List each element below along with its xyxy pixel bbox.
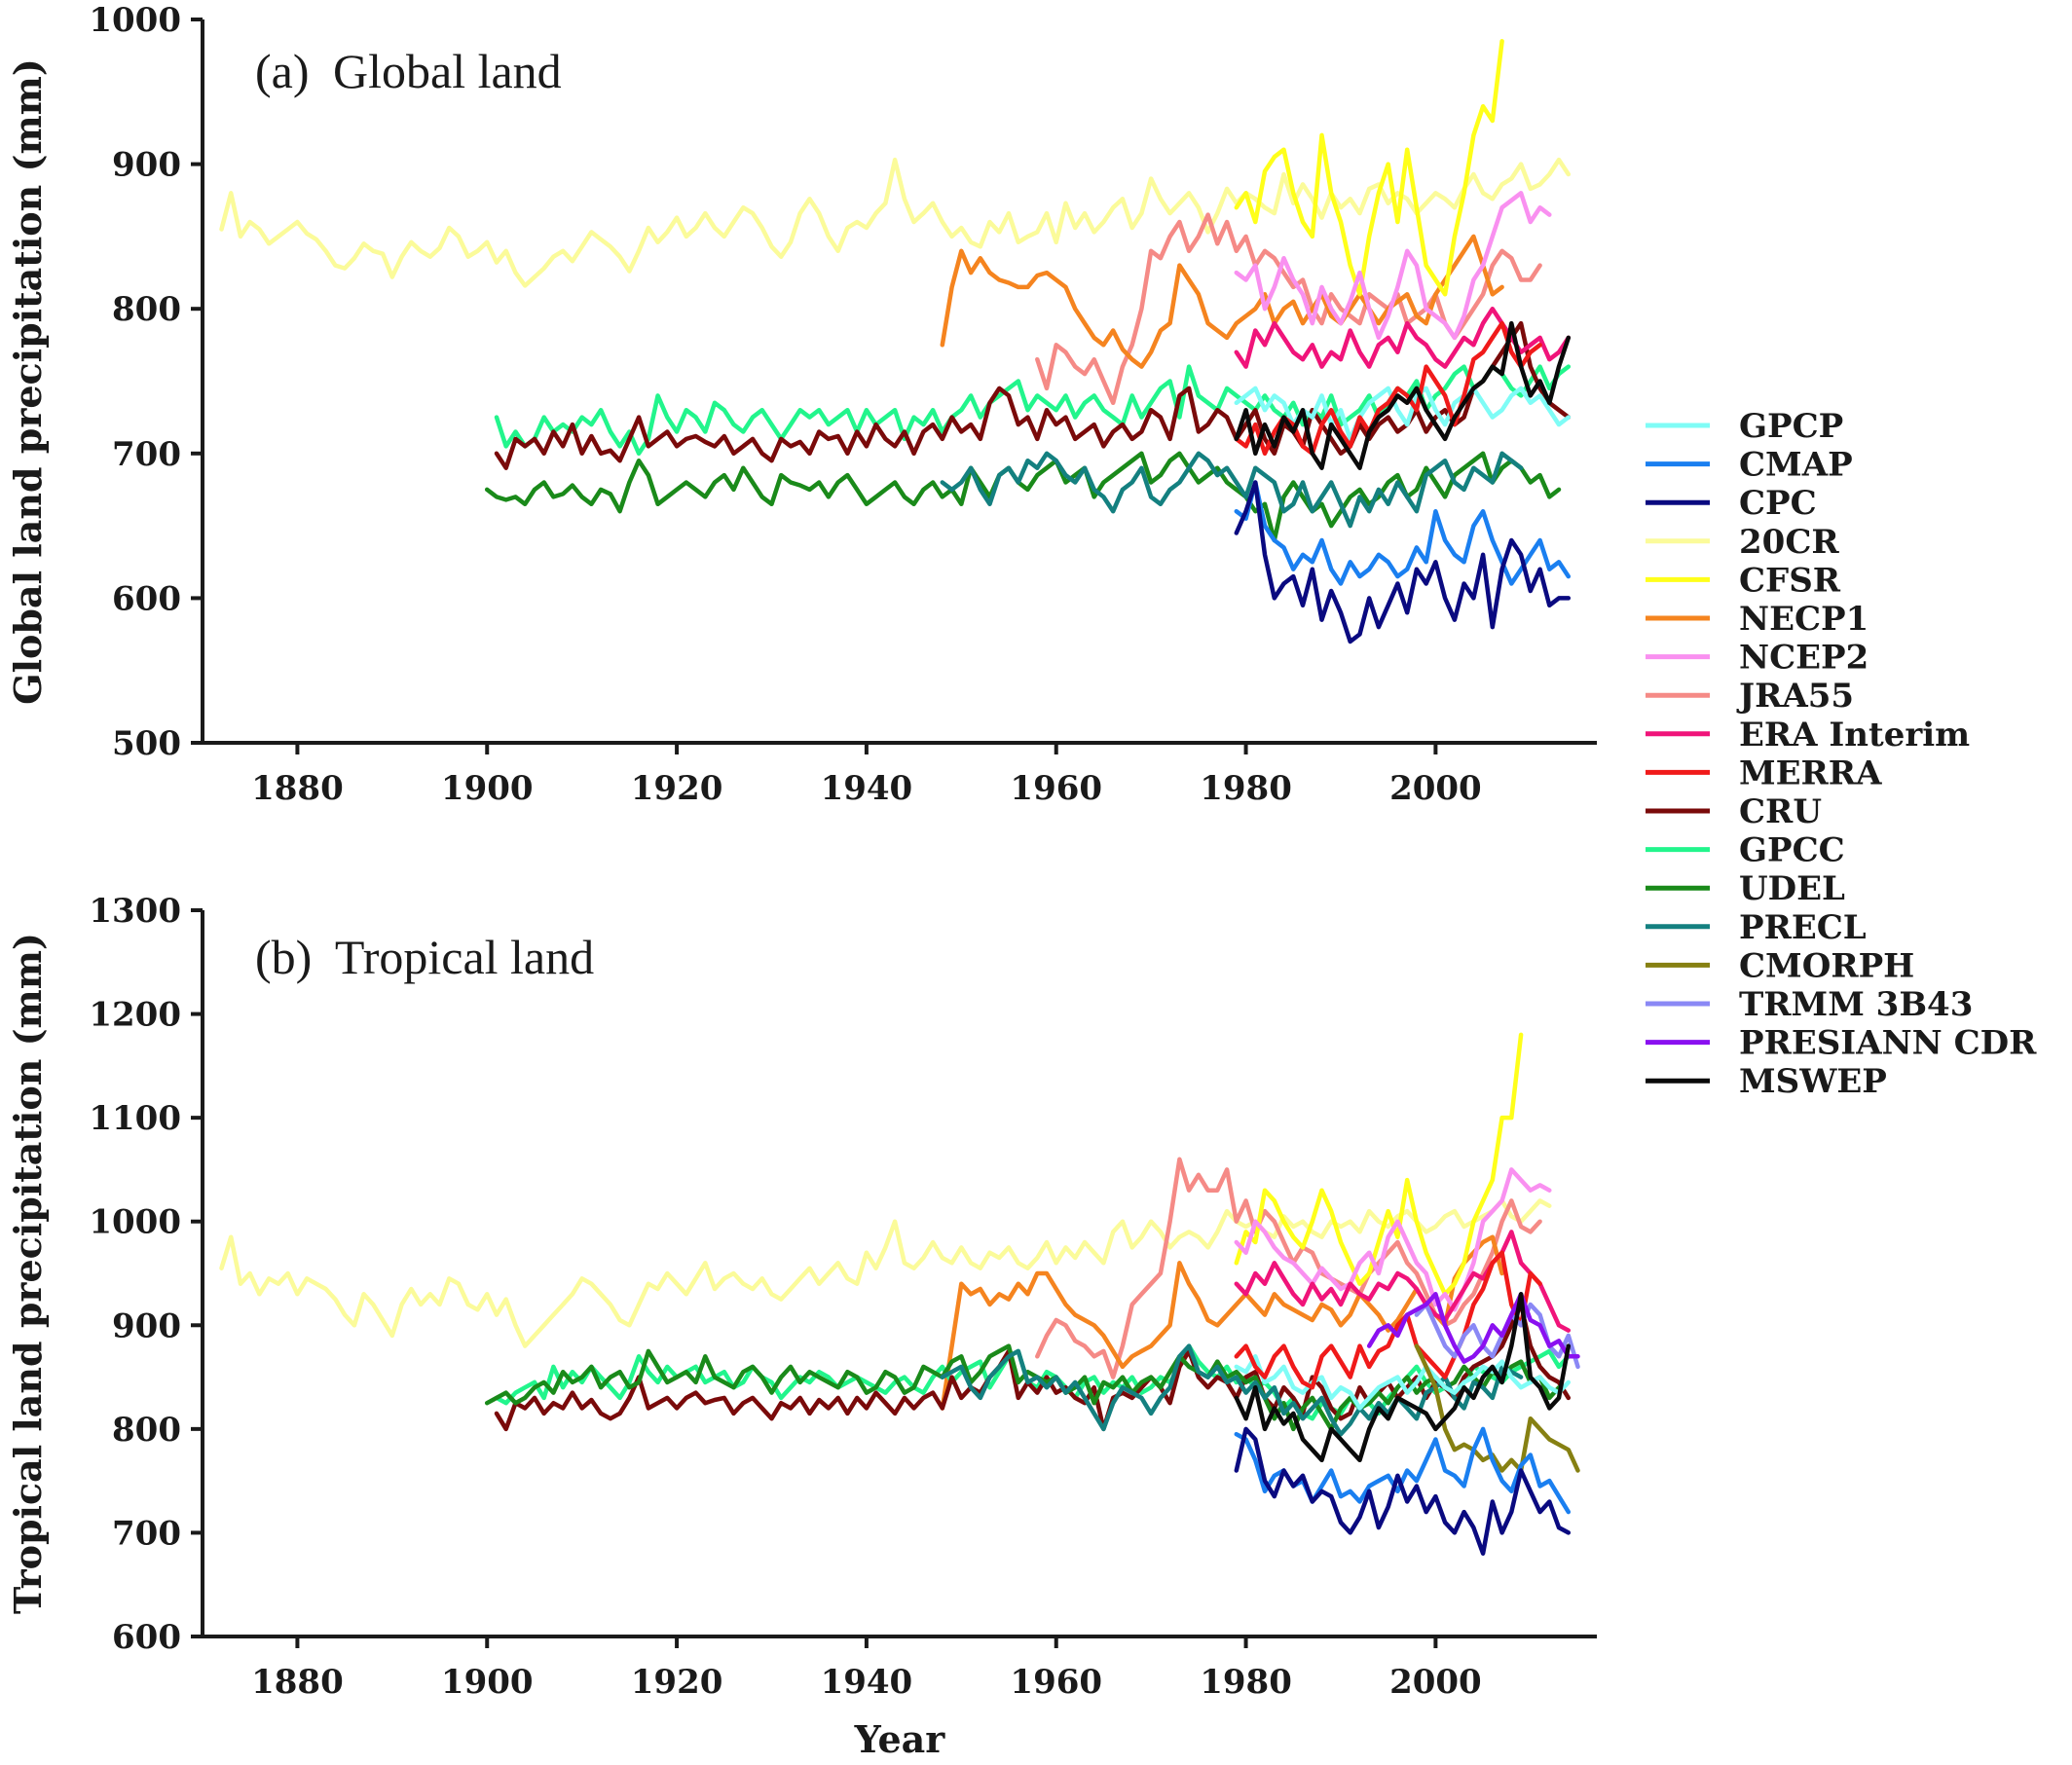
series-line-ncep2-global [1234, 191, 1552, 341]
legend-label-trmm-3b43: TRMM 3B43 [1739, 985, 1973, 1024]
legend-label-cru: CRU [1739, 792, 1822, 831]
x-tick-label-global: 2000 [1389, 769, 1482, 808]
y-tick-label-global: 900 [112, 146, 181, 185]
panel-global-land: 500 600 700 800 900 1000 1880 1900 1920 1940 1960… [6, 1, 1597, 808]
x-tick-label-global: 1880 [251, 769, 344, 808]
panel-title-global: (a) Global land [255, 44, 562, 98]
series-line-udel-tropical [484, 1343, 1562, 1432]
y-tick-label-tropical: 1100 [89, 1099, 181, 1138]
y-tick-label-tropical: 700 [112, 1514, 181, 1553]
series-line-cpc-global [1234, 480, 1572, 644]
series-line-precl-global [940, 451, 1524, 529]
series-line-gpcp-tropical [1234, 1354, 1572, 1411]
plot-area-global [203, 19, 1597, 743]
series-line-necp1-global [940, 234, 1504, 369]
x-axis-title: Year [854, 1717, 946, 1761]
legend-label-presiann-cdr: PRESIANN CDR [1739, 1024, 2037, 1063]
panel-title-tropical: (b) Tropical land [255, 930, 594, 984]
y-tick-label-global: 800 [112, 290, 181, 329]
panel-title-prefix-tropical: (b) [255, 930, 312, 984]
x-tick-label-global: 1960 [1010, 769, 1102, 808]
series-line-20cr-global [219, 157, 1572, 288]
series-line-jra55-tropical [1035, 1157, 1542, 1379]
y-tick-label-tropical: 1300 [89, 892, 181, 931]
x-ticks-tropical: 1880 1900 1920 1940 1960 1980 2000 [251, 1636, 1482, 1702]
panel-title-text-global: Global land [333, 44, 562, 98]
x-ticks-global: 1880 1900 1920 1940 1960 1980 2000 [251, 743, 1482, 808]
series-line-necp1-tropical [940, 1234, 1504, 1411]
y-ticks-tropical: 600 700 800 900 1000 1100 1200 1300 [89, 892, 203, 1657]
series-line-20cr-tropical [219, 1198, 1552, 1348]
legend-label-merra: MERRA [1739, 754, 1882, 792]
series-line-cmap-global [1234, 480, 1572, 586]
x-tick-label-tropical: 1900 [441, 1663, 534, 1702]
x-tick-label-global: 1920 [631, 769, 723, 808]
legend-label-jra55: JRA55 [1736, 677, 1854, 716]
legend-label-cmorph: CMORPH [1739, 946, 1914, 985]
x-tick-label-tropical: 1980 [1200, 1663, 1292, 1702]
x-tick-label-global: 1980 [1200, 769, 1292, 808]
y-axis-title-tropical: Tropical land precipitation (mm) [6, 933, 50, 1614]
legend-label-precl: PRECL [1739, 908, 1867, 947]
legend-label-udel: UDEL [1739, 869, 1845, 908]
legend-label-20cr: 20CR [1739, 523, 1839, 562]
legend-label-gpcc: GPCC [1739, 831, 1845, 870]
y-tick-label-tropical: 900 [112, 1306, 181, 1345]
y-tick-label-global: 500 [112, 724, 181, 763]
legend-label-mswep: MSWEP [1739, 1062, 1887, 1101]
y-tick-label-tropical: 1000 [89, 1203, 181, 1242]
y-ticks-global: 500 600 700 800 900 1000 [89, 1, 203, 763]
y-axis-title-global: Global land precipitation (mm) [6, 58, 50, 705]
panel-title-prefix-global: (a) [255, 44, 310, 98]
y-tick-label-global: 700 [112, 435, 181, 474]
series-line-cfsr-global [1234, 39, 1504, 297]
series-line-mswep-tropical [1234, 1292, 1572, 1463]
y-tick-label-global: 1000 [89, 1, 181, 40]
x-tick-label-tropical: 1920 [631, 1663, 723, 1702]
series-line-cru-tropical [494, 1302, 1572, 1432]
series-line-precl-tropical [940, 1343, 1524, 1437]
legend-label-necp1: NECP1 [1739, 600, 1868, 639]
legend-label-cpc: CPC [1739, 484, 1817, 523]
legend-label-ncep2: NCEP2 [1739, 639, 1868, 678]
legend-label-cfsr: CFSR [1739, 561, 1841, 600]
series-group-global [219, 39, 1572, 644]
series-line-cru-global [494, 320, 1572, 470]
legend-label-gpcp: GPCP [1739, 407, 1843, 446]
y-tick-label-tropical: 600 [112, 1618, 181, 1657]
series-line-cfsr-tropical [1234, 1032, 1524, 1297]
series-line-mswep-global [1234, 320, 1572, 470]
x-tick-label-tropical: 1960 [1010, 1663, 1102, 1702]
y-tick-label-global: 600 [112, 579, 181, 618]
series-line-trmm-3b43-tropical [1414, 1302, 1580, 1370]
panel-title-text-tropical: Tropical land [335, 930, 594, 984]
x-tick-label-tropical: 1880 [251, 1663, 344, 1702]
x-tick-label-global: 1900 [441, 769, 534, 808]
series-group-tropical [219, 1032, 1580, 1556]
plot-area-tropical [203, 910, 1597, 1636]
x-tick-label-tropical: 1940 [821, 1663, 913, 1702]
legend-label-era-interim: ERA Interim [1739, 716, 1970, 754]
y-tick-label-tropical: 1200 [89, 996, 181, 1035]
series-line-ncep2-tropical [1234, 1167, 1552, 1312]
y-tick-label-tropical: 800 [112, 1411, 181, 1450]
series-line-presiann-cdr-tropical [1366, 1292, 1580, 1364]
x-tick-label-tropical: 2000 [1389, 1663, 1482, 1702]
series-line-cpc-tropical [1234, 1426, 1572, 1556]
panel-tropical-land: 600 700 800 900 1000 1100 1200 1300 1880 1900 192… [6, 892, 1597, 1761]
legend-label-cmap: CMAP [1739, 446, 1853, 485]
series-line-merra-tropical [1234, 1250, 1542, 1390]
x-tick-label-global: 1940 [821, 769, 913, 808]
series-line-era-interim-tropical [1234, 1230, 1572, 1333]
